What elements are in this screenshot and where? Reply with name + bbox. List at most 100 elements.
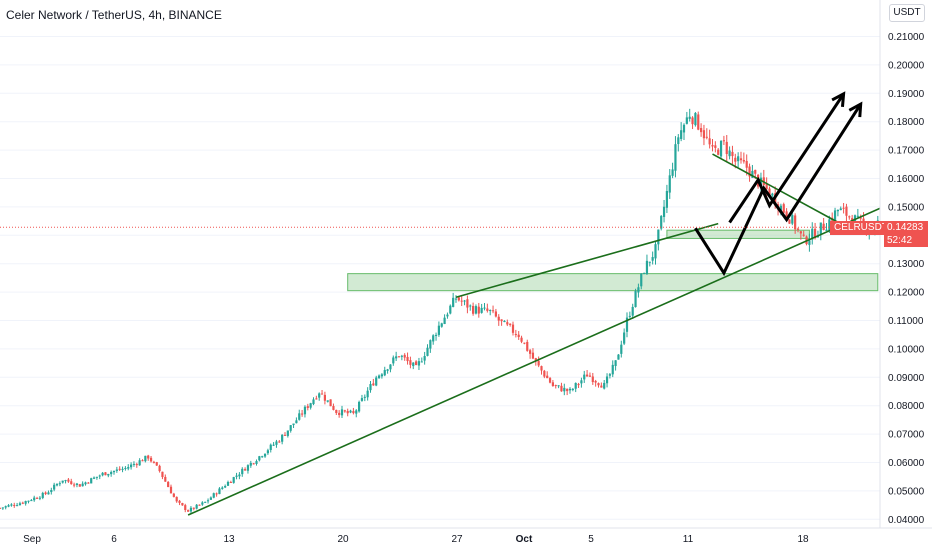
candle-up — [480, 307, 483, 313]
candle-up — [440, 323, 443, 327]
last-price-label: 0.14283 52:42 — [884, 221, 928, 247]
candle-down — [372, 383, 375, 386]
y-tick-label: 0.19000 — [888, 89, 925, 100]
candle-up — [16, 505, 19, 507]
candle-down — [794, 215, 797, 230]
candle-up — [204, 501, 207, 503]
candle-up — [571, 388, 574, 390]
candle-up — [138, 460, 141, 466]
candle-up — [218, 488, 221, 495]
candle-up — [454, 298, 458, 300]
currency-button[interactable]: USDT — [889, 4, 925, 22]
candle-down — [731, 151, 734, 157]
candle-up — [383, 370, 386, 376]
candle-down — [486, 308, 489, 311]
candle-down — [754, 169, 757, 174]
projection-path — [694, 103, 862, 277]
y-tick-label: 0.17000 — [888, 146, 925, 157]
candle-up — [819, 222, 822, 235]
candle-down — [586, 374, 589, 377]
price-axis[interactable]: 0.04000 0.05000 0.06000 0.07000 0.08000 0.090… — [879, 0, 932, 550]
candle-down — [742, 159, 745, 162]
candle-up — [95, 476, 98, 478]
candle-up — [355, 410, 358, 414]
candle-up — [1, 507, 4, 509]
candle-up — [811, 228, 814, 240]
candle-up — [58, 483, 61, 485]
candle-up — [620, 344, 623, 354]
candle-up — [281, 434, 284, 442]
candle-up — [238, 474, 241, 477]
trendline — [712, 153, 844, 227]
y-tick-label: 0.15000 — [888, 202, 925, 213]
time-axis[interactable]: Sep 6 13 20 27 Oct 5 11 18 — [0, 527, 932, 550]
y-tick-label: 0.18000 — [888, 117, 925, 128]
candle-down — [87, 482, 90, 484]
candle-up — [360, 398, 364, 401]
candle-down — [546, 375, 549, 379]
candle-up — [212, 493, 215, 498]
candle-down — [577, 384, 580, 386]
candle-down — [543, 370, 546, 377]
candle-down — [765, 183, 768, 190]
candle-down — [537, 360, 540, 366]
candle-up — [791, 215, 794, 224]
candle-down — [500, 319, 503, 322]
candle-up — [30, 500, 33, 502]
candle-up — [557, 385, 560, 387]
candle-down — [244, 469, 247, 471]
projection-arrowhead — [831, 91, 846, 107]
candle-down — [329, 399, 332, 407]
candle-up — [258, 456, 261, 461]
candle-down — [722, 140, 725, 142]
candle-up — [434, 334, 438, 336]
candle-down — [178, 500, 181, 503]
candles — [0, 108, 896, 514]
candle-down — [497, 316, 500, 321]
candle-up — [24, 501, 27, 504]
candle-down — [155, 462, 158, 466]
candle-up — [443, 317, 446, 325]
candle-down — [523, 342, 526, 344]
candle-up — [107, 473, 110, 476]
candle-down — [278, 441, 281, 443]
candle-up — [737, 156, 740, 162]
candle-up — [84, 482, 87, 485]
y-tick-label: 0.09000 — [888, 373, 925, 384]
candle-down — [152, 461, 155, 463]
candle-up — [654, 244, 657, 259]
candle-down — [566, 388, 569, 392]
candle-up — [101, 472, 104, 476]
candle-up — [856, 215, 859, 217]
candle-up — [50, 489, 53, 493]
x-tick-label: 18 — [797, 534, 809, 545]
candle-down — [691, 117, 694, 125]
y-tick-label: 0.05000 — [888, 486, 925, 497]
candle-down — [104, 472, 107, 476]
candle-down — [215, 493, 218, 495]
candle-down — [306, 406, 309, 408]
candle-down — [494, 311, 497, 317]
candle-down — [734, 157, 737, 162]
candle-up — [295, 420, 298, 424]
candle-up — [241, 468, 244, 475]
candle-down — [520, 337, 523, 342]
candle-down — [514, 334, 517, 336]
candle-up — [833, 210, 837, 222]
y-tick-label: 0.13000 — [888, 259, 925, 270]
candle-down — [335, 409, 338, 414]
candle-down — [187, 510, 190, 512]
candle-up — [452, 297, 455, 307]
candle-up — [751, 170, 754, 178]
candle-up — [110, 472, 113, 475]
candle-up — [432, 335, 435, 342]
candle-up — [392, 357, 395, 364]
x-tick-label: 6 — [111, 534, 117, 545]
trendlines — [187, 153, 932, 516]
candle-up — [309, 403, 312, 408]
candle-down — [748, 166, 751, 177]
candle-up — [132, 463, 136, 465]
candle-down — [409, 360, 412, 365]
